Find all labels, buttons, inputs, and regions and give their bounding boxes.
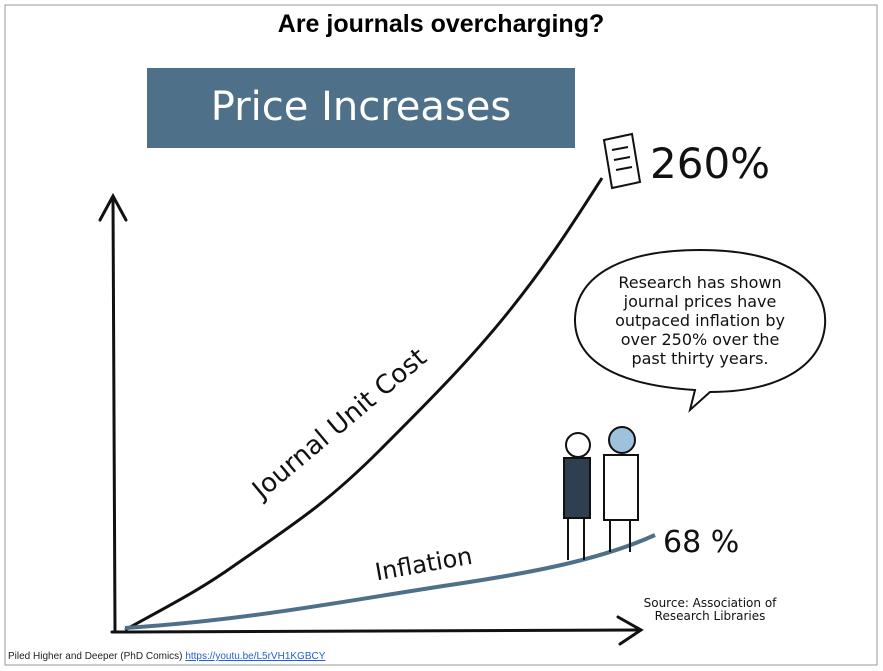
text-line: Research Libraries [655,609,766,623]
page: Are journals overcharging? Price Increas… [0,0,883,671]
text-line: over 250% over the [621,330,780,349]
y-axis [113,198,115,632]
x-axis [112,630,640,632]
inflation-end-label: 68 % [663,525,739,560]
text-line: past thirty years. [631,349,768,368]
axes [100,196,641,644]
inflation-label: Inflation [373,542,474,587]
title: Are journals overcharging? [278,10,604,38]
banner-text: Price Increases [211,84,511,130]
credit-text: Piled Higher and Deeper (PhD Comics) [8,651,183,662]
slide-canvas: Are journals overcharging? Price Increas… [0,0,883,671]
credit-link[interactable]: https://youtu.be/L5rVH1KGBCY [185,651,325,662]
slide: Are journals overcharging? Price Increas… [0,0,883,671]
text-line: outpaced inflation by [615,311,785,330]
document-icon [604,134,640,188]
characters [564,427,638,560]
text-line: journal prices have [623,292,777,311]
text-line: Source: Association of [644,596,778,610]
text-line: Research has shown [618,273,781,292]
journal-end-label: 260% [650,139,770,188]
credit: Piled Higher and Deeper (PhD Comics) htt… [8,651,325,662]
